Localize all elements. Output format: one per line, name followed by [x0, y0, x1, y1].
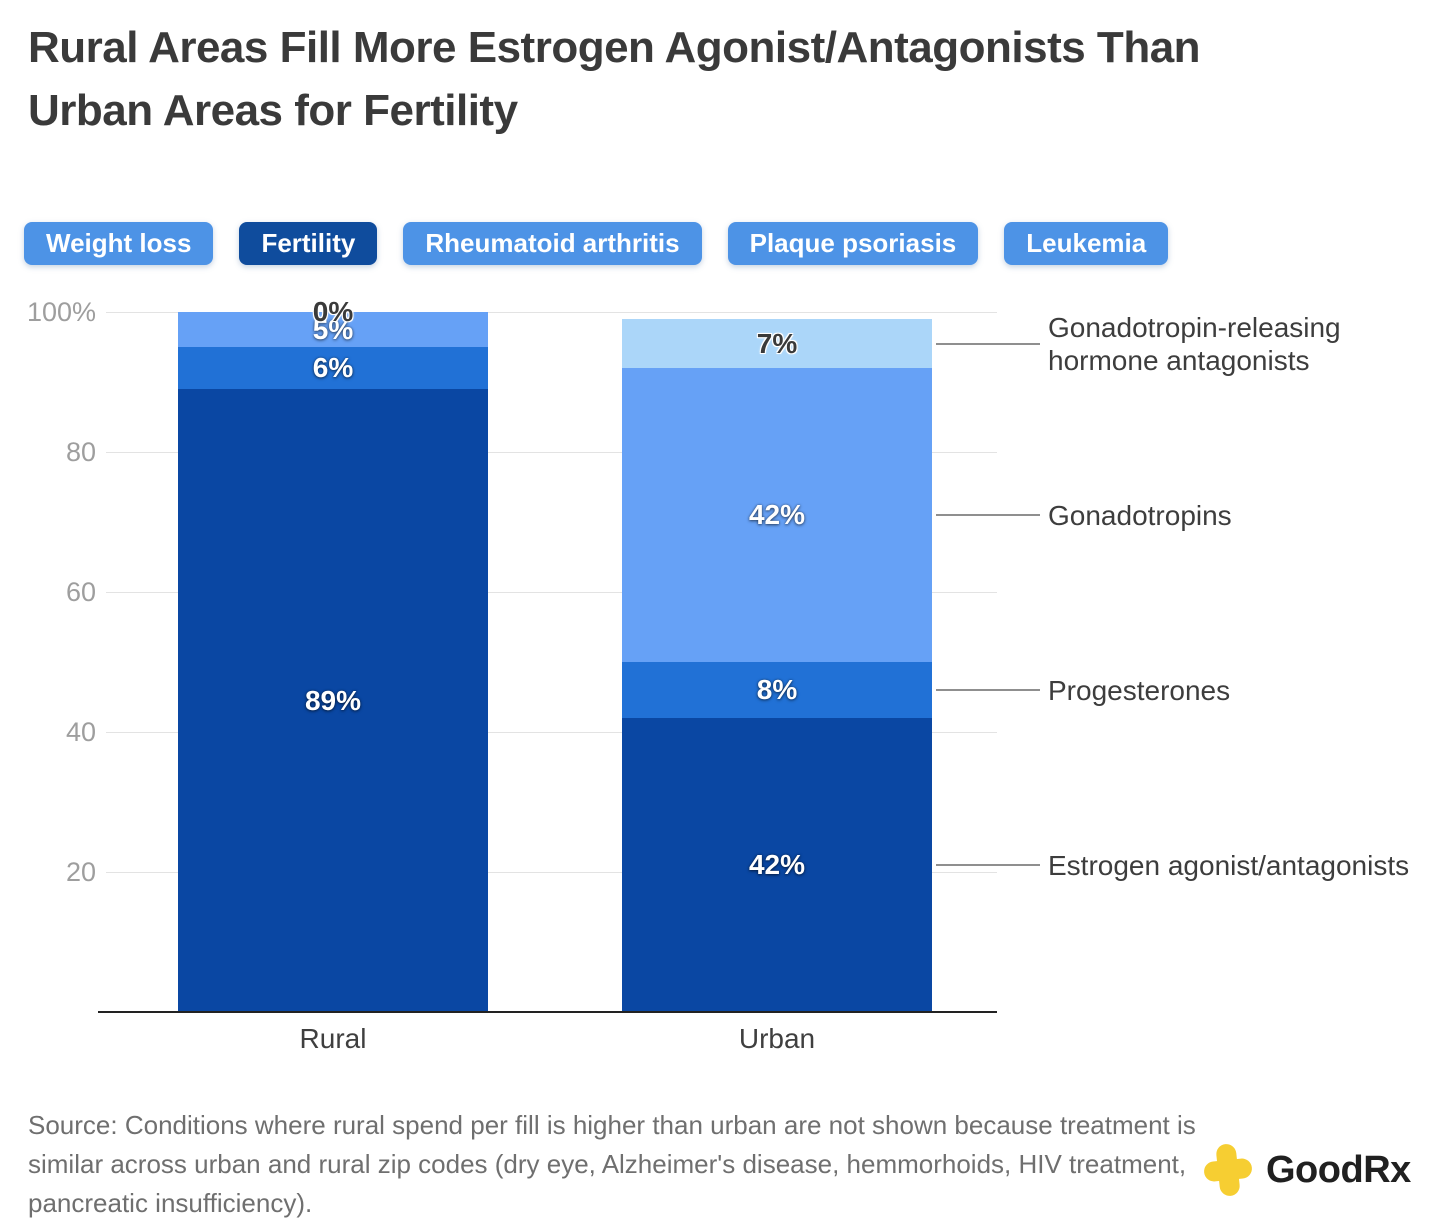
condition-tabs: Weight loss Fertility Rheumatoid arthritis… — [24, 222, 1169, 265]
x-axis-line — [98, 1011, 997, 1013]
y-axis-tick-label: 80 — [65, 437, 96, 467]
y-axis-tick-label: 100% — [26, 297, 96, 327]
source-note: Source: Conditions where rural spend per… — [28, 1110, 1196, 1218]
gridline — [106, 312, 997, 313]
legend-connector-line — [936, 342, 1040, 345]
segment-value-label: 6% — [312, 352, 354, 383]
gridline — [106, 732, 997, 733]
tab-rheumatoid-arthritis[interactable]: Rheumatoid arthritis — [403, 222, 702, 265]
segment-value-label: 7% — [756, 327, 798, 359]
bar-segment-urban-progesterones[interactable] — [622, 662, 932, 718]
bar-segment-urban-gonadotropin-releasing-hormone-antagonists[interactable] — [622, 319, 932, 368]
x-axis-category-label: Rural — [299, 1023, 367, 1054]
legend-connector-line — [936, 864, 1040, 866]
bar-segment-urban-gonadotropins[interactable] — [622, 368, 932, 662]
bar-segment-rural-gonadotropins[interactable] — [178, 312, 488, 347]
y-axis-tick-label: 40 — [65, 717, 96, 747]
segment-value-label: 89% — [304, 684, 362, 716]
goodrx-logo-text: GoodRx — [1266, 1148, 1411, 1191]
x-axis-category-label: Urban — [738, 1023, 816, 1054]
tab-weight-loss[interactable]: Weight loss — [24, 222, 214, 265]
gridline — [106, 592, 997, 593]
tab-fertility[interactable]: Fertility — [239, 222, 378, 265]
legend-label: Progesterones — [1048, 674, 1231, 706]
legend-connector-line — [936, 514, 1040, 516]
segment-value-label: 42% — [748, 499, 806, 530]
page-title: Rural Areas Fill More Estrogen Agonist/A… — [28, 23, 1201, 135]
legend-label: Gonadotropins — [1048, 499, 1232, 531]
y-axis-tick-label: 20 — [65, 857, 96, 887]
goodrx-logo: GoodRx — [1201, 1142, 1411, 1199]
bar-segment-rural-estrogen-agonist-antagonists[interactable] — [178, 389, 488, 1012]
gridline — [106, 872, 997, 873]
segment-value-label: 42% — [748, 849, 806, 880]
tab-plaque-psoriasis[interactable]: Plaque psoriasis — [727, 222, 979, 265]
bar-segment-urban-estrogen-agonist-antagonists[interactable] — [622, 718, 932, 1012]
legend-label: Gonadotropin-releasing hormone antagonis… — [1048, 311, 1341, 376]
segment-value-label: 0% — [312, 296, 354, 327]
legend-label: Estrogen agonist/antagonists — [1048, 849, 1410, 881]
segment-value-label: 5% — [312, 313, 354, 345]
goodrx-cross-icon — [1201, 1142, 1254, 1199]
tab-leukemia[interactable]: Leukemia — [1004, 222, 1169, 265]
bar-segment-rural-progesterones[interactable] — [178, 347, 488, 389]
segment-value-label: 8% — [756, 674, 798, 705]
gridline — [106, 452, 997, 453]
y-axis-tick-label: 60 — [65, 577, 96, 607]
legend-connector-line — [936, 689, 1040, 691]
